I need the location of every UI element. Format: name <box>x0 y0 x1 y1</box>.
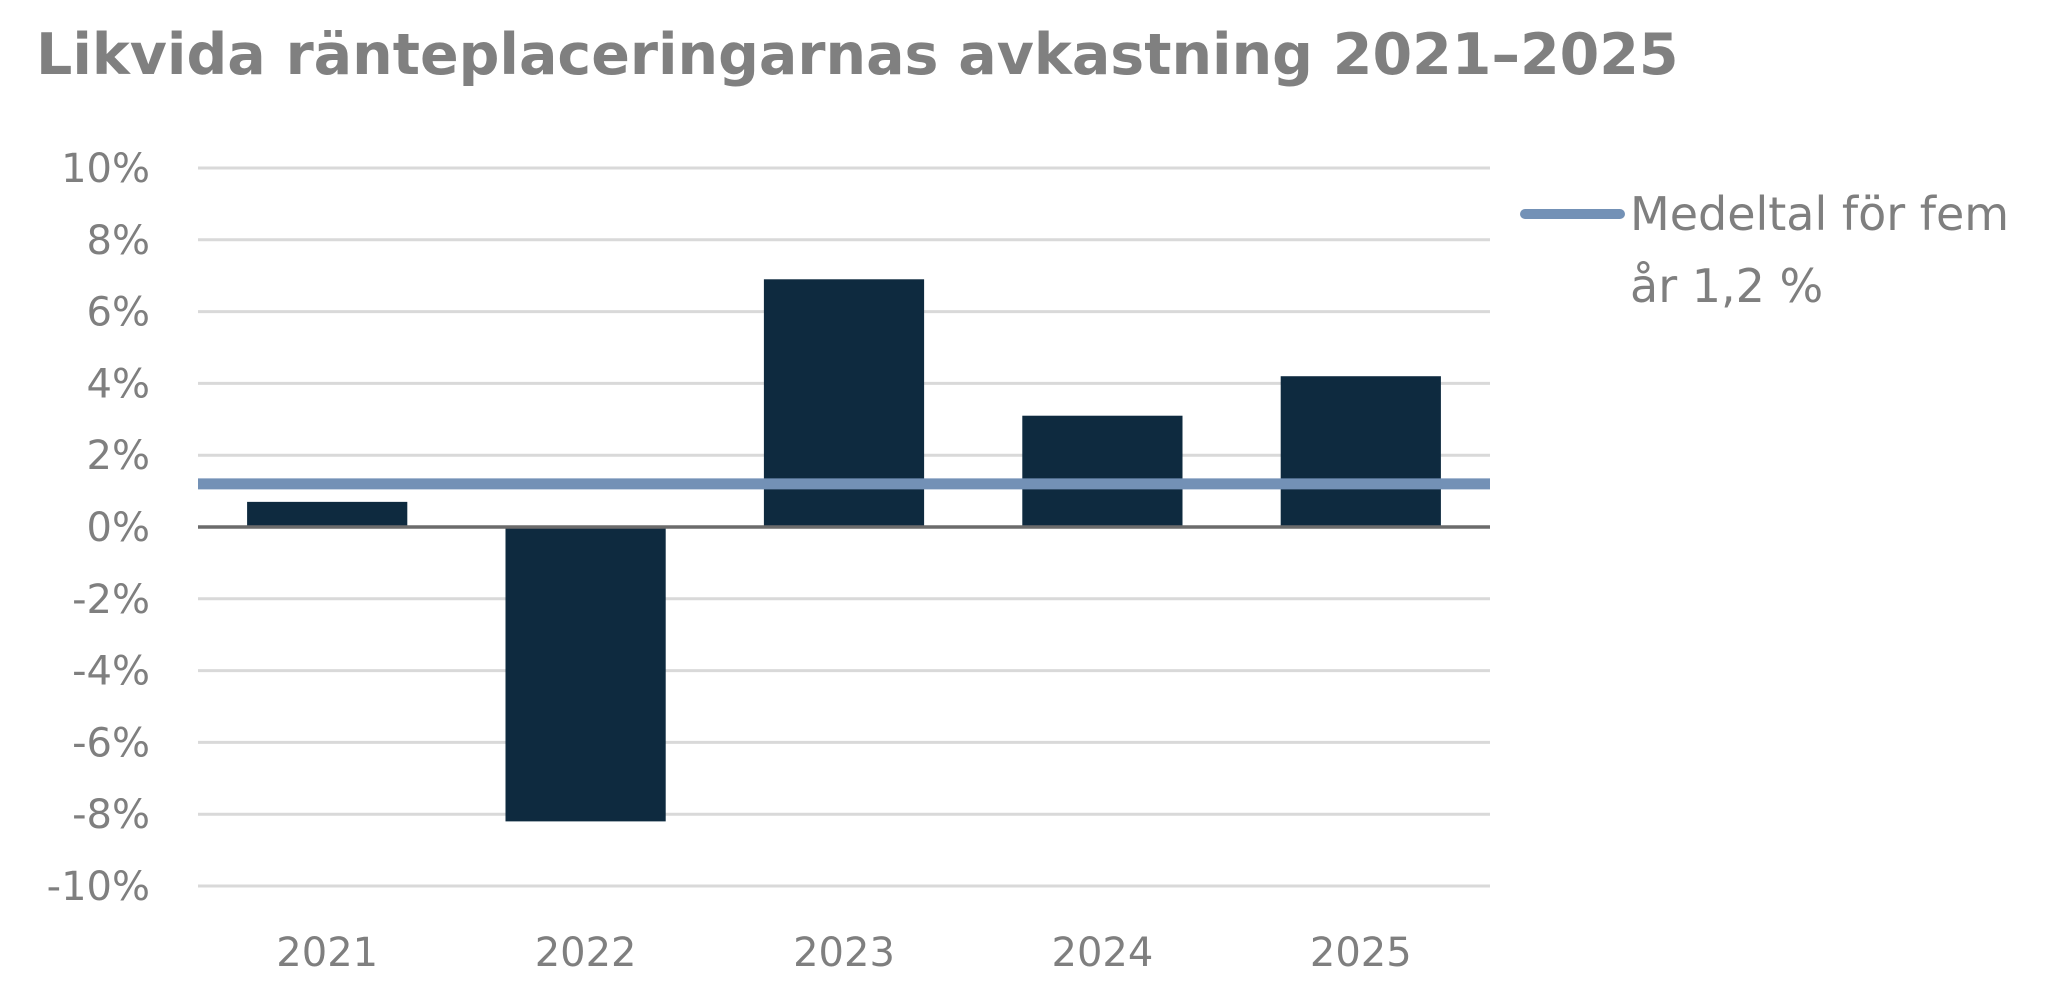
bar <box>1022 415 1183 527</box>
y-tick-label: 6% <box>87 290 150 336</box>
x-tick-label: 2021 <box>276 930 378 976</box>
x-tick-label: 2024 <box>1052 930 1154 976</box>
y-tick-label: -6% <box>72 720 150 766</box>
bar <box>505 527 666 822</box>
bar <box>1280 376 1441 527</box>
x-axis-ticks: 2021 2022 2023 2024 2025 <box>276 930 1411 976</box>
legend: Medeltal för fem år 1,2 % <box>1520 187 2009 313</box>
y-tick-label: -10% <box>47 864 150 910</box>
y-tick-label: 10% <box>61 146 150 192</box>
y-tick-label: -2% <box>72 577 150 623</box>
y-tick-label: 0% <box>87 505 150 551</box>
x-tick-label: 2022 <box>535 930 637 976</box>
y-tick-label: 2% <box>87 433 150 479</box>
chart-title: Likvida ränteplaceringarnas avkastning 2… <box>36 22 1679 88</box>
y-tick-label: 4% <box>87 361 150 407</box>
legend-label: Medeltal för fem <box>1630 187 2009 241</box>
bars <box>247 279 1441 822</box>
legend-label: år 1,2 % <box>1630 259 1823 313</box>
bar <box>247 501 408 527</box>
x-tick-label: 2025 <box>1310 930 1412 976</box>
x-tick-label: 2023 <box>793 930 895 976</box>
bar <box>763 279 925 527</box>
y-tick-label: 8% <box>87 218 150 264</box>
y-axis-ticks: 10% 8% 6% 4% 2% 0% -2% -4% -6% -8% -10% <box>47 146 150 910</box>
y-tick-label: -4% <box>72 649 150 695</box>
y-tick-label: -8% <box>72 792 150 838</box>
